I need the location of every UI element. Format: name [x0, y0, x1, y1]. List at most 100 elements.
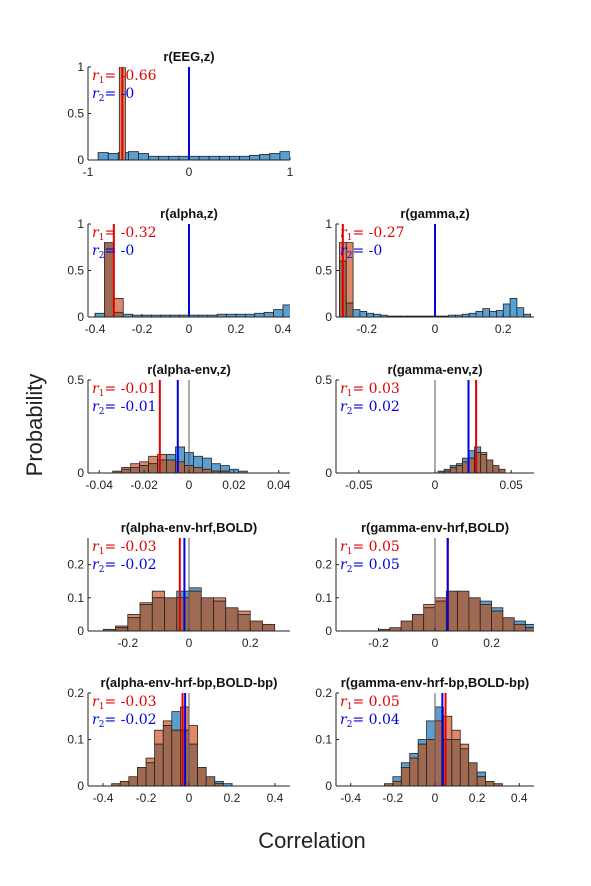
panel-8: -0.4 -0.2 0 0.2 0.4 0 0.1 0.2 r(alpha-env-hrf-bp…: [67, 675, 290, 805]
bar: [197, 767, 207, 786]
panel-title: r(gamma-env,z): [387, 362, 482, 377]
bar: [426, 720, 436, 740]
bar: [239, 155, 251, 160]
bar: [502, 617, 515, 631]
y-tick-label: 0.2: [67, 686, 84, 700]
bar: [154, 743, 164, 786]
bar: [457, 590, 470, 631]
x-tick-label: 0.2: [228, 322, 245, 336]
r2-subscript: 2: [347, 407, 353, 417]
x-tick-label: -0.05: [345, 478, 373, 492]
bar: [263, 311, 274, 317]
bar: [137, 767, 147, 786]
y-tick-label: 1: [77, 217, 84, 231]
panel-2: -0.4 -0.2 0 0.2 0.400.51r(alpha,z)r1= -0.32r…: [67, 206, 291, 336]
bar: [254, 312, 265, 317]
r2-subscript: 2: [99, 251, 105, 261]
r2-symbol: r: [92, 712, 100, 728]
bar: [162, 720, 173, 726]
r2-symbol: r: [340, 243, 348, 259]
bar: [282, 304, 290, 317]
x-tick-label: 0: [186, 165, 193, 179]
panel-4: -0.04 -0.02 0 0.02 0.04 0 0.5 r(alpha-env,z) r1=…: [67, 362, 290, 492]
y-tick-label: 0: [77, 466, 84, 480]
bar: [262, 623, 276, 631]
bar: [434, 600, 447, 631]
bar: [496, 310, 504, 317]
y-tick-label: 0: [325, 466, 332, 480]
x-tick-label: -0.2: [117, 636, 138, 650]
y-tick-label: 0.2: [67, 558, 84, 572]
y-tick-label: 0.5: [67, 373, 84, 387]
x-tick-label: 0: [432, 322, 439, 336]
bar: [211, 463, 221, 472]
bar: [178, 155, 190, 160]
r2-symbol: r: [340, 399, 348, 415]
x-tick-label: 0.2: [224, 791, 241, 805]
r2-subscript: 2: [347, 251, 353, 261]
bar: [94, 312, 105, 317]
bar: [188, 725, 198, 745]
x-tick-label: 0: [186, 322, 193, 336]
bar: [193, 455, 203, 468]
bar: [409, 753, 419, 759]
r1-symbol: r: [92, 225, 100, 241]
plot-area: [112, 380, 248, 473]
bar: [213, 597, 227, 602]
r2-annotation: r2= -0: [340, 243, 382, 261]
bar: [171, 711, 181, 731]
r1-value: = 0.05: [352, 694, 399, 710]
bar: [249, 154, 261, 160]
bar: [148, 155, 160, 160]
bar: [400, 762, 411, 768]
bar: [516, 307, 525, 317]
bar: [502, 303, 511, 317]
bar: [166, 459, 176, 473]
bar: [525, 623, 534, 629]
r2-symbol: r: [340, 712, 348, 728]
bar: [121, 468, 132, 473]
r1-subscript: 1: [99, 547, 105, 557]
r1-annotation: r1= -0.27: [340, 225, 405, 243]
x-tick-label: 0: [432, 636, 439, 650]
bar: [345, 302, 354, 317]
bar: [468, 597, 481, 631]
panel-9: -0.4 -0.2 0 0.2 0.4 0 0.1 0.2 r(gamma-env-hrf-bp…: [315, 675, 534, 805]
bar: [485, 780, 495, 786]
bar: [259, 154, 271, 160]
r2-value: = 0.04: [352, 712, 399, 728]
x-tick-label: -0.2: [383, 791, 404, 805]
x-tick-label: 0.02: [222, 478, 246, 492]
x-tick-label: 0.2: [469, 791, 486, 805]
plot-area: [94, 224, 290, 317]
x-tick-label: -0.4: [93, 791, 114, 805]
r1-symbol: r: [340, 381, 348, 397]
r2-value: = -0: [352, 243, 382, 259]
bar: [127, 617, 141, 631]
panel-title: r(EEG,z): [163, 49, 214, 64]
bar: [198, 155, 210, 160]
r2-subscript: 2: [347, 565, 353, 575]
r1-symbol: r: [92, 381, 100, 397]
y-tick-label: 0.5: [315, 264, 332, 278]
bar: [392, 776, 402, 782]
r1-symbol: r: [340, 694, 348, 710]
panel-title: r(gamma,z): [400, 206, 469, 221]
bar: [417, 739, 427, 745]
y-tick-label: 0.5: [67, 264, 84, 278]
y-tick-label: 0: [77, 624, 84, 638]
bar: [459, 748, 470, 786]
bar: [409, 757, 419, 786]
r2-annotation: r2= 0.04: [340, 712, 400, 730]
bar: [455, 465, 463, 473]
r2-value: = 0.05: [352, 557, 399, 573]
plot-area: [434, 380, 506, 473]
y-tick-label: 0.1: [67, 733, 84, 747]
r2-annotation: r2= -0.01: [92, 399, 157, 417]
bar: [434, 597, 447, 602]
bar: [249, 620, 263, 631]
x-tick-label: -0.4: [340, 791, 361, 805]
bar: [449, 467, 457, 473]
r1-value: = -0.32: [104, 225, 156, 241]
